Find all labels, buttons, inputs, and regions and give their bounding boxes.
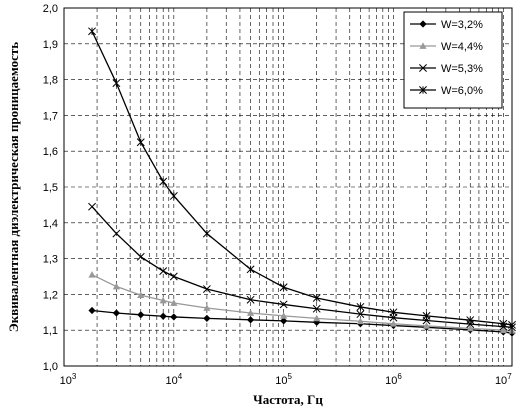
y-tick-label: 1,0 [43,361,58,373]
data-point [312,304,321,313]
data-point [246,316,255,324]
data-point [279,300,288,309]
legend-item: W=4,4% [410,41,483,53]
data-point [499,326,507,334]
legend-marker [419,86,427,94]
data-point [356,310,365,319]
y-tick-label: 1,6 [43,146,58,158]
data-point [356,302,365,311]
data-point [422,311,431,320]
y-axis-ticks: 1,0 1,1 1,2 1,3 1,4 1,5 1,6 1,7 1,8 1,9 2,0 [43,3,58,373]
series-layer [88,27,516,337]
y-tick-label: 1,2 [43,289,58,301]
data-point [422,322,431,329]
data-point [170,299,178,306]
data-point [88,271,96,278]
y-tick-label: 1,5 [43,182,58,194]
data-point [88,27,96,36]
y-tick-label: 1,1 [43,325,58,337]
data-point [389,320,398,327]
data-point [112,79,121,88]
data-point [159,296,167,304]
data-point [389,308,398,317]
plot-frame [63,7,513,367]
legend-label: W=6,0% [441,85,483,97]
data-point [159,312,167,320]
data-point [466,316,475,325]
data-point [170,313,178,321]
legend-label: W=4,4% [441,41,483,53]
y-tick-label: 1,8 [43,75,58,87]
series-2 [88,271,516,334]
legend-item: W=3,2% [410,19,483,31]
data-point [202,285,211,293]
data-point [280,312,288,319]
data-point [466,324,474,332]
y-tick-label: 2,0 [43,3,58,15]
data-point [137,311,145,319]
series-1 [88,306,516,337]
data-point [137,291,145,298]
legend-marker [419,42,427,49]
legend: W=3,2% W=4,4% W=5,3% W=6,0% [403,11,503,109]
data-point [466,320,475,329]
data-point [112,282,121,290]
legend-label: W=5,3% [441,63,483,75]
data-point [136,252,145,261]
data-point [202,229,211,238]
x-axis-ticks: 103 104 105 106 107 [60,372,513,387]
y-axis-title: Эквивалентная диэлектрическая проницаемо… [6,42,21,332]
data-point [169,191,178,200]
data-point [88,306,96,315]
data-point [279,283,288,292]
x-tick-label: 107 [495,372,512,387]
x-axis-title: Частота, Гц [253,392,323,407]
x-tick-label: 106 [385,372,402,387]
data-point [312,294,321,302]
y-tick-label: 1,4 [43,218,58,230]
data-point [499,319,508,328]
x-tick-label: 105 [275,372,292,387]
legend-item: W=6,0% [410,85,483,97]
data-point [159,267,168,276]
legend-label: W=3,2% [441,19,483,31]
x-tick-label: 104 [165,372,182,387]
data-point [88,202,96,211]
data-point [203,304,211,311]
data-point [246,309,255,316]
data-point [280,317,288,325]
data-point [356,317,365,325]
y-tick-label: 1,7 [43,110,58,122]
data-point [136,138,145,147]
data-point [313,314,321,322]
legend-marker [419,64,427,72]
grid [64,8,512,366]
legend-item: W=5,3% [410,63,483,75]
y-tick-label: 1,3 [43,254,58,266]
legend-marker [419,20,427,28]
data-point [112,309,121,317]
x-tick-label: 103 [60,372,77,387]
y-tick-label: 1,9 [43,39,58,51]
data-point [246,295,255,304]
data-point [203,314,211,322]
data-point [159,177,168,186]
data-point [169,272,178,281]
data-point [246,265,255,274]
data-point [112,229,121,238]
